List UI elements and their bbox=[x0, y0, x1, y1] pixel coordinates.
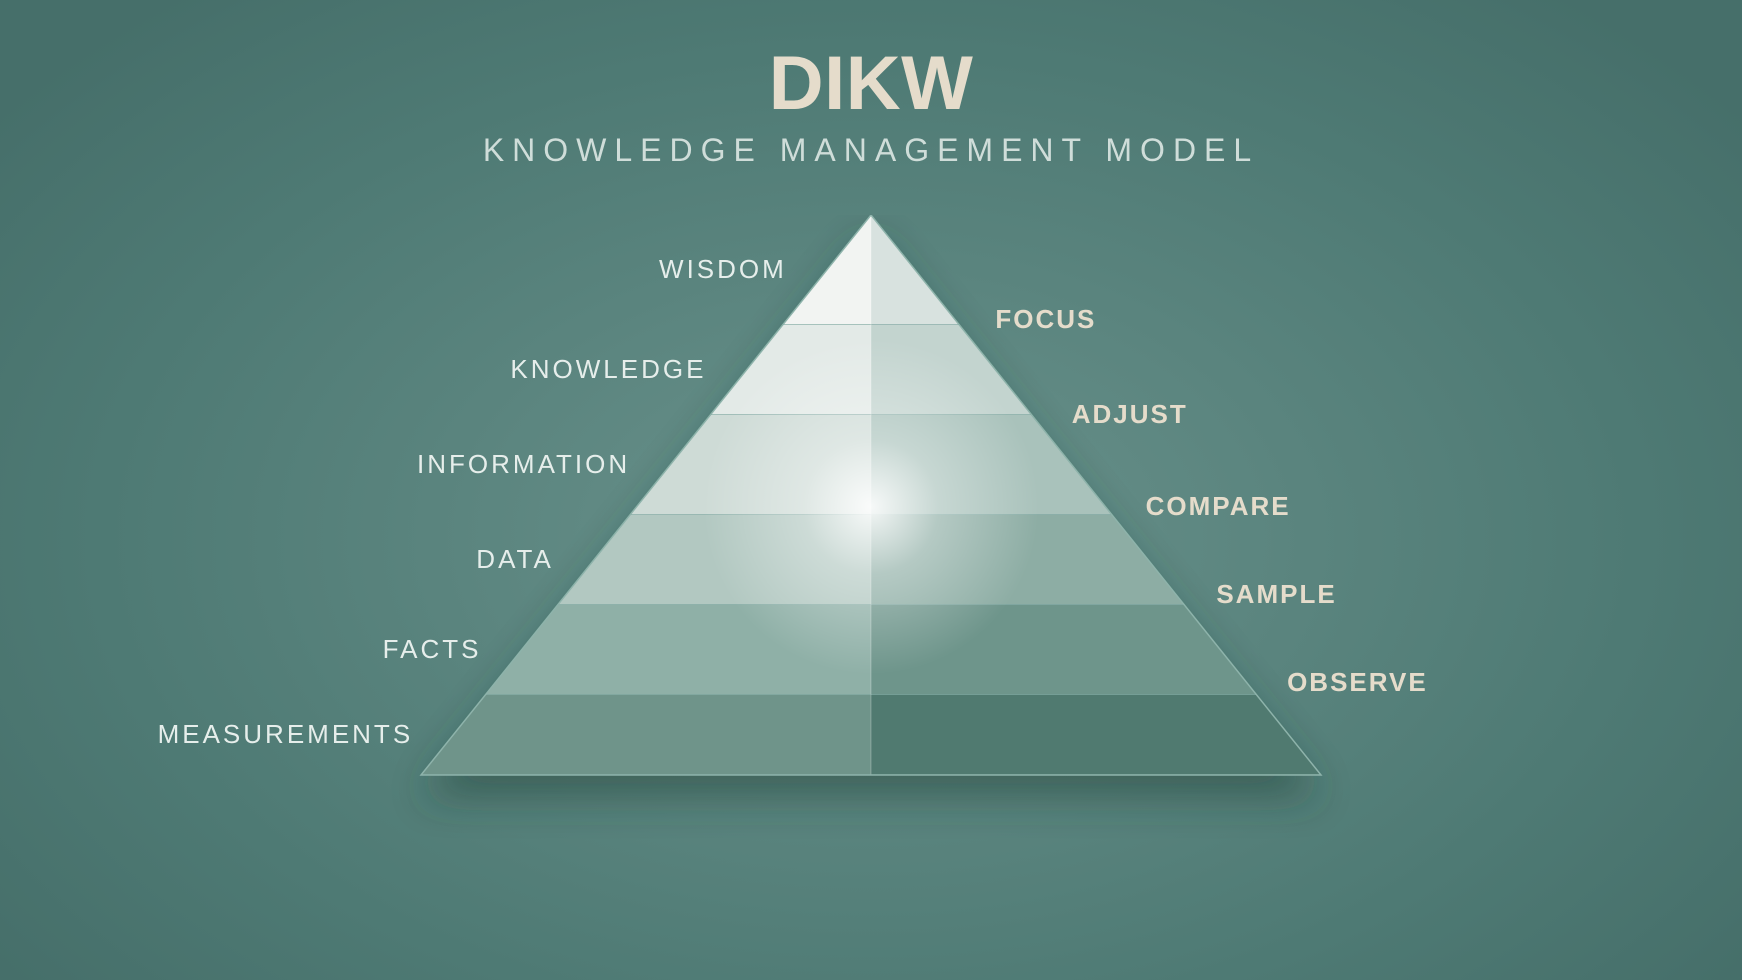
subtitle: KNOWLEDGE MANAGEMENT MODEL bbox=[0, 132, 1742, 169]
header: DIKW KNOWLEDGE MANAGEMENT MODEL bbox=[0, 44, 1742, 169]
main-title: DIKW bbox=[0, 44, 1742, 124]
pyramid-container bbox=[371, 215, 1371, 855]
pyramid-glow bbox=[661, 305, 1081, 725]
pyramid-svg bbox=[371, 215, 1371, 855]
infographic-canvas: DIKW KNOWLEDGE MANAGEMENT MODEL bbox=[0, 0, 1742, 980]
